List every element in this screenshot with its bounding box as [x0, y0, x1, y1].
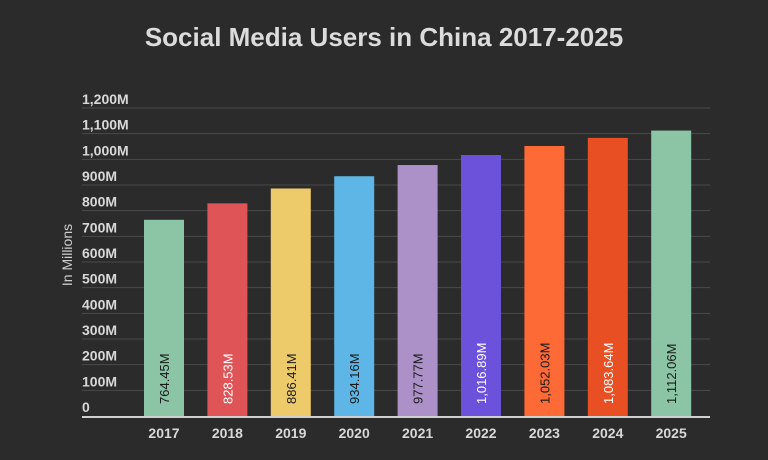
y-tick-label: 1,000M — [82, 142, 129, 158]
bar-2019 — [270, 188, 311, 416]
y-tick-label: 700M — [82, 219, 117, 235]
bar-2024 — [587, 137, 628, 417]
data-label: 1,112.06M — [664, 344, 679, 404]
y-tick-label: 200M — [82, 348, 117, 364]
data-label: 764.45M — [157, 353, 172, 404]
y-tick-label: 1,100M — [82, 117, 129, 133]
y-tick-label: 100M — [82, 373, 117, 389]
data-label: 1,083.64M — [601, 343, 616, 404]
bar-2021 — [397, 165, 438, 416]
data-label: 1,052.03M — [537, 343, 552, 404]
y-tick-label: 300M — [82, 322, 117, 338]
data-label: 1,016.89M — [474, 343, 489, 404]
y-tick-label: 1,200M — [82, 91, 129, 107]
x-tick-label: 2017 — [148, 425, 179, 441]
bar-2025 — [651, 130, 692, 416]
x-tick-label: 2022 — [465, 425, 496, 441]
y-tick-label: 400M — [82, 296, 117, 312]
bar-2022 — [461, 154, 501, 416]
x-tick-label: 2023 — [529, 425, 560, 441]
bar-2018 — [207, 203, 248, 416]
data-label: 934.16M — [347, 353, 362, 404]
y-tick-label: 600M — [82, 245, 117, 261]
data-label: 977.77M — [411, 353, 426, 404]
x-tick-label: 2025 — [656, 425, 687, 441]
y-tick-label: 800M — [82, 194, 117, 210]
bar-2017 — [144, 219, 184, 416]
x-tick-label: 2019 — [275, 425, 306, 441]
bar-2020 — [334, 176, 375, 416]
x-tick-label: 2024 — [592, 425, 623, 441]
y-axis-label: In Millions — [59, 224, 75, 286]
y-tick-label: 0 — [82, 399, 90, 415]
x-tick-label: 2021 — [402, 425, 433, 441]
y-tick-label: 900M — [82, 168, 117, 184]
data-label: 886.41M — [284, 353, 299, 404]
x-tick-label: 2018 — [212, 425, 243, 441]
bar-2023 — [524, 145, 565, 416]
data-label: 828.53M — [220, 353, 235, 404]
chart-title: Social Media Users in China 2017-2025 — [145, 22, 623, 52]
y-tick-label: 500M — [82, 271, 117, 287]
x-tick-label: 2020 — [339, 425, 370, 441]
